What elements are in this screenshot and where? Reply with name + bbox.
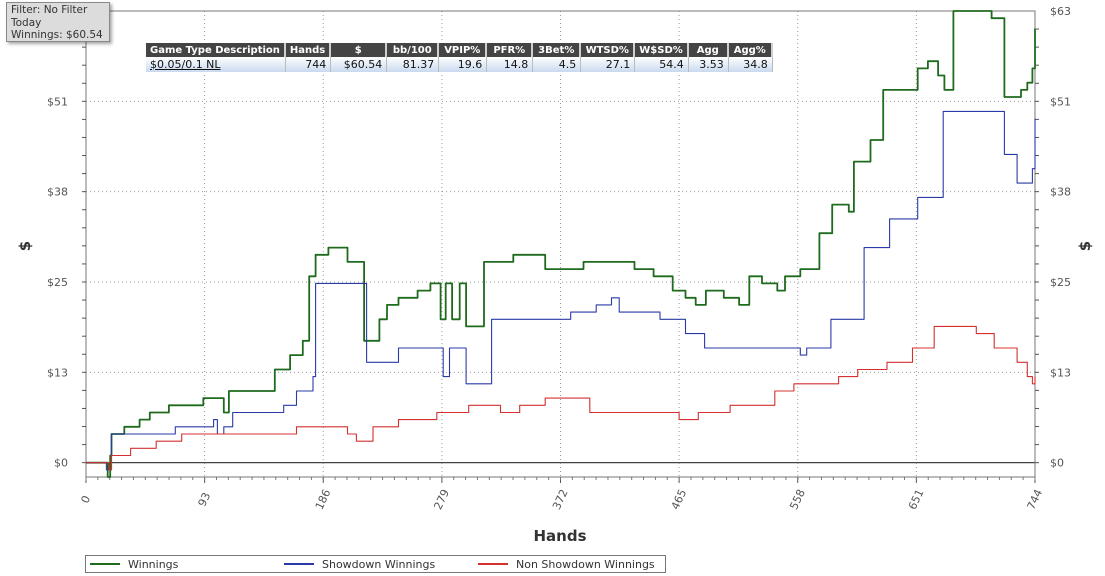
x-tick-label: 558 [787,487,808,512]
legend-swatch-showdown [284,563,314,565]
filter-label: Filter: No Filter [11,4,88,16]
series-lines [86,10,1036,478]
col-header-bb100[interactable]: bb/100 [387,43,440,57]
x-axis-title: Hands [533,527,586,545]
cell-vpip: 19.6 [439,57,488,72]
cell-agg: 3.53 [688,57,729,72]
legend-swatch-winnings [90,563,120,565]
legend-label-non-showdown: Non Showdown Winnings [516,558,655,571]
col-header-agg-pct[interactable]: Agg% [728,43,773,57]
y-tick-label-right: $13 [1050,366,1071,379]
x-tick-label: 372 [550,487,571,512]
col-header-wtsd[interactable]: WTSD% [581,43,636,57]
cell-game-type[interactable]: $0.05/0.1 NL [146,57,286,72]
col-header-dollars[interactable]: $ [331,43,388,57]
col-header-vpip[interactable]: VPIP% [439,43,488,57]
y-tick-label-left: $25 [47,276,68,289]
grid-lines [86,10,1035,477]
col-header-agg[interactable]: Agg [688,43,729,57]
col-header-wsd[interactable]: W$SD% [635,43,689,57]
filter-winnings: Winnings: $60.54 [11,29,103,41]
y-tick-label-right: $38 [1050,186,1071,199]
cell-wsd: 54.4 [635,57,689,72]
x-tick-label: 744 [1024,487,1045,512]
cell-pfr: 14.8 [487,57,534,72]
x-tick-label: 465 [669,487,690,512]
stats-data-row[interactable]: $0.05/0.1 NL 744 $60.54 81.37 19.6 14.8 … [146,57,773,72]
col-header-3bet[interactable]: 3Bet% [533,43,582,57]
y-tick-label-right: $25 [1050,276,1071,289]
filter-info-box: Filter: No Filter Today Winnings: $60.54 [6,2,110,42]
y-tick-label-left: $38 [47,186,68,199]
y-tick-label-left: $0 [54,457,68,470]
cell-wtsd: 27.1 [581,57,636,72]
cell-bb100: 81.37 [387,57,440,72]
y-tick-label-left: $51 [47,95,68,108]
cell-agg-pct: 34.8 [728,57,773,72]
y-axis-title-right: $ [1076,241,1094,251]
x-tick-label: 93 [196,490,214,508]
legend-swatch-non-showdown [478,563,508,565]
x-tick-label: 279 [431,487,452,512]
cell-dollars: $60.54 [331,57,388,72]
cell-hands: 744 [285,57,332,72]
cell-3bet: 4.5 [533,57,582,72]
x-tick-label: 0 [78,494,93,506]
col-header-pfr[interactable]: PFR% [487,43,534,57]
legend-item-non-showdown[interactable]: Non Showdown Winnings [478,558,655,571]
col-header-hands[interactable]: Hands [285,43,332,57]
legend-item-showdown[interactable]: Showdown Winnings [284,558,435,571]
stats-table: Game Type Description Hands $ bb/100 VPI… [146,43,773,72]
y-axis-title-left: $ [16,241,34,251]
series-line-non-showdown [86,325,1036,471]
series-line-showdown [86,110,1036,471]
x-tick-label: 651 [906,487,927,512]
y-tick-label-right: $63 [1050,5,1071,18]
legend-label-winnings: Winnings [128,558,179,571]
y-tick-label-right: $0 [1050,457,1064,470]
legend-label-showdown: Showdown Winnings [322,558,436,571]
chart-legend: Winnings Showdown Winnings Non Showdown … [85,555,666,573]
stats-header-row: Game Type Description Hands $ bb/100 VPI… [146,43,773,57]
legend-item-winnings[interactable]: Winnings [90,558,178,571]
y-tick-label-right: $51 [1050,95,1071,108]
y-tick-label-left: $13 [47,366,68,379]
series-line-winnings [86,10,1036,478]
col-header-game-type[interactable]: Game Type Description [146,43,286,57]
x-tick-label: 186 [313,487,334,512]
filter-period: Today [11,16,42,29]
